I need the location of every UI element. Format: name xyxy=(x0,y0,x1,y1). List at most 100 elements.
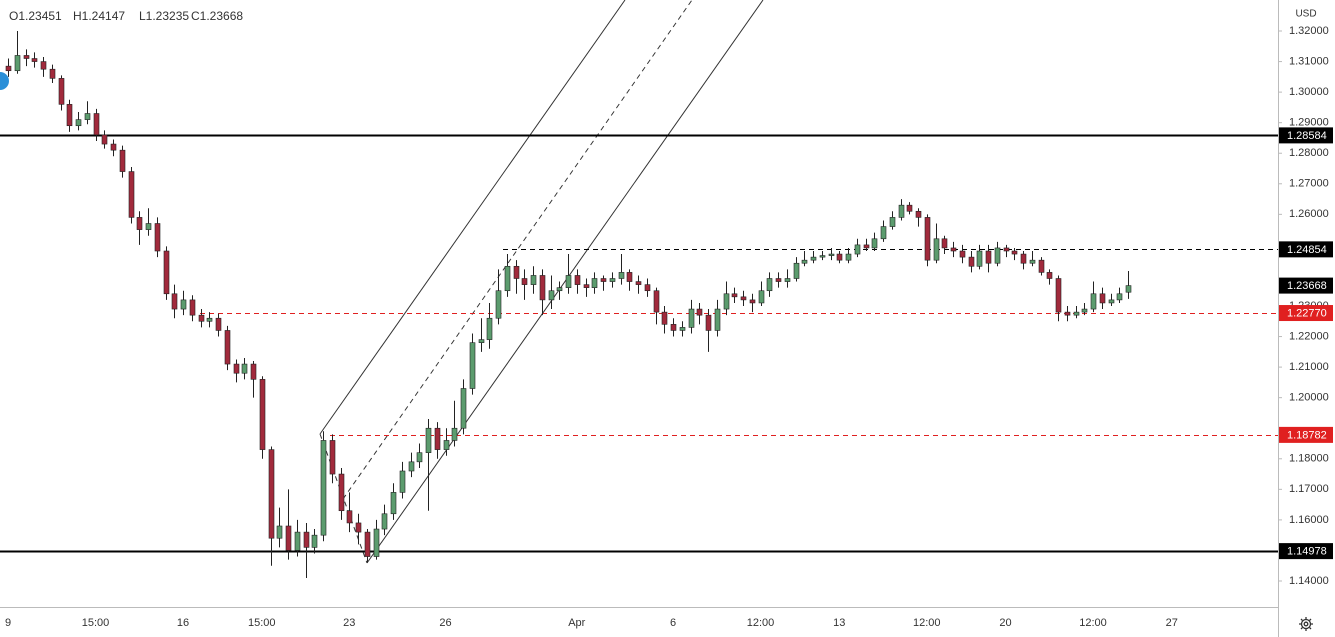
candle-body xyxy=(1055,278,1062,313)
price-tag-label: 1.22770 xyxy=(1287,307,1327,319)
candle-body xyxy=(1020,253,1027,264)
y-tick-label: 1.26000 xyxy=(1289,208,1329,220)
candle-body xyxy=(136,217,143,230)
candle-body xyxy=(128,171,135,218)
candle-body xyxy=(583,284,590,288)
candle-body xyxy=(688,308,695,328)
x-tick-label: 13 xyxy=(833,617,845,629)
price-tag-label: 1.24854 xyxy=(1287,244,1327,256)
candle-body xyxy=(285,525,292,551)
candle-body xyxy=(84,113,91,120)
candle-body xyxy=(740,296,747,301)
candle-body xyxy=(661,311,668,325)
candle-body xyxy=(180,299,187,310)
price-tag xyxy=(1279,305,1333,322)
candle-body xyxy=(504,265,511,292)
ohlc-header: O1.23451 H1.24147 L1.23235 C1.23668 xyxy=(9,9,243,23)
candle-body xyxy=(1029,259,1036,264)
price-tag xyxy=(1279,543,1333,560)
candle-body xyxy=(600,278,607,282)
candle-body xyxy=(320,440,327,536)
candle-body xyxy=(58,78,65,105)
x-tick-label: 16 xyxy=(177,617,189,629)
candle-body xyxy=(198,314,205,322)
candle-body xyxy=(1090,293,1097,310)
candle-body xyxy=(539,275,546,301)
candle-body xyxy=(714,308,721,331)
candle-body xyxy=(224,330,231,365)
price-tag xyxy=(1279,127,1333,144)
candle-body xyxy=(1081,308,1088,313)
y-tick-label: 1.16000 xyxy=(1289,514,1329,526)
candle-body xyxy=(49,68,56,79)
candle-body xyxy=(854,244,861,255)
candle-body xyxy=(1099,293,1106,304)
candle-body xyxy=(434,427,441,450)
candle-body xyxy=(23,55,30,59)
candle-body xyxy=(828,253,835,256)
candle-body xyxy=(250,363,257,380)
candle-body xyxy=(329,440,336,475)
ohlc-close: C1.23668 xyxy=(191,9,243,23)
candle-body xyxy=(591,278,598,288)
candle-body xyxy=(206,317,213,322)
candle-body xyxy=(145,223,152,230)
x-tick-label: 15:00 xyxy=(248,617,276,629)
price-tag-label: 1.18782 xyxy=(1287,429,1327,441)
candle-body xyxy=(1038,259,1045,273)
candle-body xyxy=(898,204,905,218)
candle-body xyxy=(390,492,397,515)
candle-body xyxy=(171,293,178,310)
candle-body xyxy=(556,287,563,292)
candle-body xyxy=(959,250,966,258)
candle-body xyxy=(460,388,467,429)
candle-body xyxy=(101,134,108,145)
y-tick-label: 1.17000 xyxy=(1289,483,1329,495)
candle-body xyxy=(915,210,922,218)
candle-body xyxy=(364,531,371,557)
candle-body xyxy=(1125,285,1132,293)
settings-icon[interactable] xyxy=(1299,617,1313,631)
y-tick-label: 1.21000 xyxy=(1289,361,1329,373)
candle-body xyxy=(233,363,240,374)
candle-body xyxy=(635,281,642,285)
x-tick-label: 9 xyxy=(5,617,11,629)
candle-body xyxy=(968,256,975,267)
scroll-marker xyxy=(0,72,9,90)
candle-body xyxy=(670,324,677,331)
ohlc-low: L1.23235 xyxy=(139,9,189,23)
candle-body xyxy=(338,473,345,512)
x-tick-label: 27 xyxy=(1166,617,1178,629)
candle-body xyxy=(1116,293,1123,301)
channel-median xyxy=(342,0,693,500)
candle-body xyxy=(758,290,765,304)
candle-body xyxy=(241,363,248,374)
price-tag-label: 1.23668 xyxy=(1287,280,1327,292)
candle-body xyxy=(976,250,983,267)
candle-body xyxy=(75,119,82,127)
y-tick-label: 1.27000 xyxy=(1289,178,1329,190)
candle-body xyxy=(110,143,117,151)
candle-body xyxy=(521,278,528,285)
candle-body xyxy=(836,253,843,261)
candle-body xyxy=(644,284,651,292)
y-tick-label: 1.28000 xyxy=(1289,147,1329,159)
candle-body xyxy=(1073,311,1080,316)
candle-body xyxy=(810,256,817,261)
y-tick-label: 1.14000 xyxy=(1289,575,1329,587)
candle-body xyxy=(5,65,12,72)
candle-body xyxy=(66,104,73,127)
y-tick-label: 1.22000 xyxy=(1289,330,1329,342)
candle-body xyxy=(933,238,940,261)
candle-body xyxy=(924,217,931,261)
candle-body xyxy=(784,278,791,282)
candle-body xyxy=(679,327,686,331)
candle-body xyxy=(845,253,852,261)
currency-label: USD xyxy=(1295,9,1316,20)
y-tick-label: 1.32000 xyxy=(1289,25,1329,37)
candle-body xyxy=(408,461,415,472)
x-tick-label: 12:00 xyxy=(1079,617,1107,629)
candle-body xyxy=(294,531,301,551)
candle-body xyxy=(119,149,126,172)
